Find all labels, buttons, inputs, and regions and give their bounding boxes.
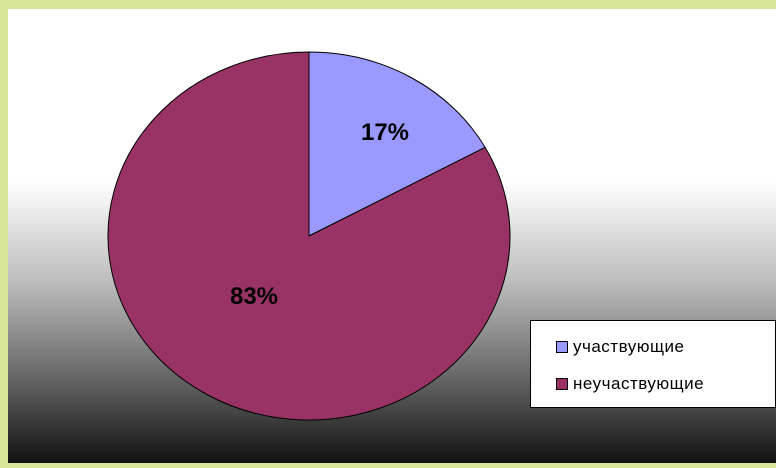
legend-swatch-participating [556, 341, 568, 353]
pie-slice-participating [308, 51, 486, 237]
legend-swatch-non-participating [556, 378, 568, 390]
legend-item-participating: участвующие [556, 337, 684, 357]
legend-label-participating: участвующие [573, 337, 685, 356]
pie-chart: 17% 83% [107, 51, 511, 421]
data-label-non-participating: 83% [230, 283, 278, 310]
pie-slice-non-participating [107, 51, 511, 421]
legend: участвующие неучаствующие [530, 320, 776, 408]
legend-item-non-participating: неучаствующие [556, 374, 704, 394]
legend-label-non-participating: неучаствующие [573, 374, 705, 393]
chart-area: 17% 83% [8, 9, 776, 463]
data-label-participating: 17% [361, 119, 409, 146]
